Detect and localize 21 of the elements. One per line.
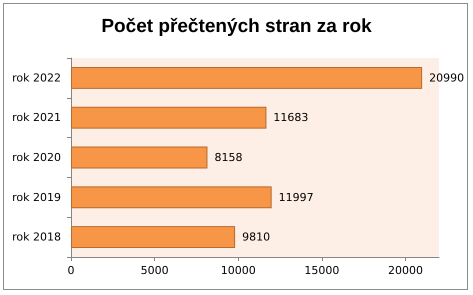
x-tick-label: 10000 bbox=[220, 264, 256, 277]
data-label: 9810 bbox=[242, 230, 270, 244]
chart-title: Počet přečtených stran za rok bbox=[101, 16, 372, 37]
data-label: 11997 bbox=[278, 190, 314, 204]
y-tick-label: rok 2018 bbox=[12, 230, 61, 244]
y-tick-label: rok 2022 bbox=[12, 71, 61, 84]
data-label: 20990 bbox=[429, 71, 464, 84]
x-tick-label: 0 bbox=[68, 264, 74, 277]
bar bbox=[71, 226, 236, 248]
bar bbox=[71, 186, 272, 208]
y-tick-label: rok 2021 bbox=[12, 111, 61, 124]
data-label: 8158 bbox=[214, 151, 242, 164]
x-tick-label: 5000 bbox=[140, 264, 169, 277]
y-tick-label: rok 2019 bbox=[12, 190, 61, 204]
x-tick-label: 15000 bbox=[304, 264, 340, 277]
x-tick-label: 20000 bbox=[388, 264, 424, 277]
bar bbox=[71, 66, 422, 89]
bar bbox=[71, 146, 208, 168]
data-label: 11683 bbox=[273, 111, 308, 124]
y-tick-label: rok 2020 bbox=[12, 151, 61, 164]
bar bbox=[71, 106, 266, 129]
